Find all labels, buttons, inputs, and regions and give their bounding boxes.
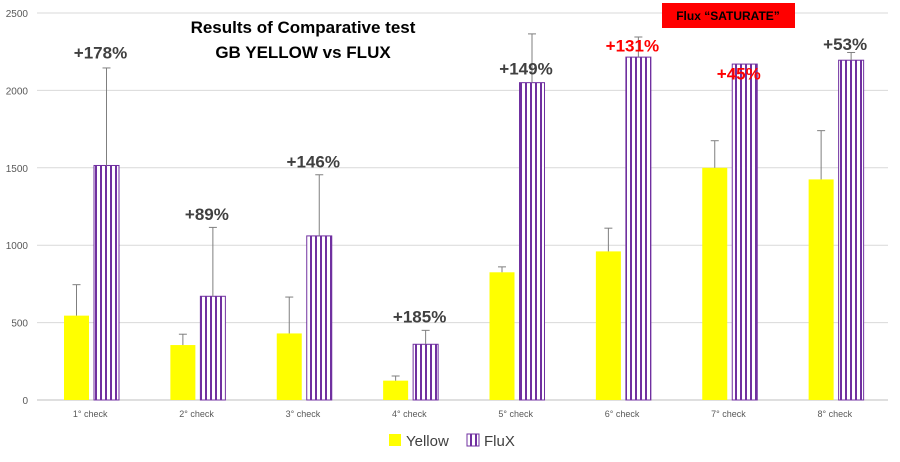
y-tick-label: 2000 <box>6 86 29 97</box>
percent-label: +146% <box>287 153 340 172</box>
legend: Yellow FluX <box>389 433 515 450</box>
y-tick-label: 1500 <box>6 164 29 175</box>
bar-flux <box>731 63 758 401</box>
bar-yellow <box>489 272 515 400</box>
bar-flux <box>199 295 226 401</box>
percent-label: +178% <box>74 43 127 62</box>
bar-yellow <box>64 315 89 400</box>
x-tick-label: 7° check <box>711 409 746 419</box>
y-tick-label: 2500 <box>6 9 29 20</box>
saturate-box <box>662 3 795 28</box>
saturate-annotation: Flux “SATURATE” <box>662 3 795 28</box>
bar-yellow <box>808 179 834 400</box>
bar-yellow <box>595 251 621 400</box>
bar-flux <box>306 235 333 401</box>
bar-flux <box>412 343 439 401</box>
percent-label: +131% <box>606 37 659 56</box>
error-bars <box>72 33 856 381</box>
x-tick-label: 5° check <box>498 409 533 419</box>
percent-label: +89% <box>185 205 229 224</box>
y-tick-label: 0 <box>22 396 28 407</box>
bar-flux <box>519 82 545 401</box>
chart-title: Results of Comparative test <box>191 18 416 37</box>
bar-flux <box>625 56 652 401</box>
chart-subtitle: GB YELLOW vs FLUX <box>215 43 391 62</box>
percent-label: +185% <box>393 307 446 326</box>
bar-yellow <box>276 333 302 400</box>
bar-yellow <box>702 167 728 400</box>
percent-labels: +178% +89% +146% +185% +149% +131% +45% +53% <box>74 35 867 326</box>
percent-label: +53% <box>823 35 867 54</box>
legend-swatch-yellow <box>389 434 401 446</box>
y-tick-label: 500 <box>11 319 28 330</box>
x-tick-label: 2° check <box>179 409 214 419</box>
axis-ticks: 0 500 1000 1500 2000 2500 1° check 2° check 3° c… <box>6 9 853 419</box>
x-tick-label: 8° check <box>818 409 853 419</box>
x-tick-label: 6° check <box>605 409 640 419</box>
x-tick-label: 1° check <box>73 409 108 419</box>
x-tick-label: 3° check <box>286 409 321 419</box>
bar-yellow <box>170 345 196 400</box>
percent-label: +45% <box>717 64 761 83</box>
bars <box>64 56 865 401</box>
bar-flux <box>838 59 865 401</box>
percent-label: +149% <box>499 60 552 79</box>
saturate-label: Flux “SATURATE” <box>676 9 780 23</box>
y-tick-label: 1000 <box>6 241 29 252</box>
bar-flux <box>93 164 120 401</box>
bar-yellow <box>383 380 409 400</box>
legend-label-flux: FluX <box>484 433 515 450</box>
legend-label-yellow: Yellow <box>406 433 449 450</box>
x-tick-label: 4° check <box>392 409 427 419</box>
legend-swatch-flux <box>466 433 480 447</box>
